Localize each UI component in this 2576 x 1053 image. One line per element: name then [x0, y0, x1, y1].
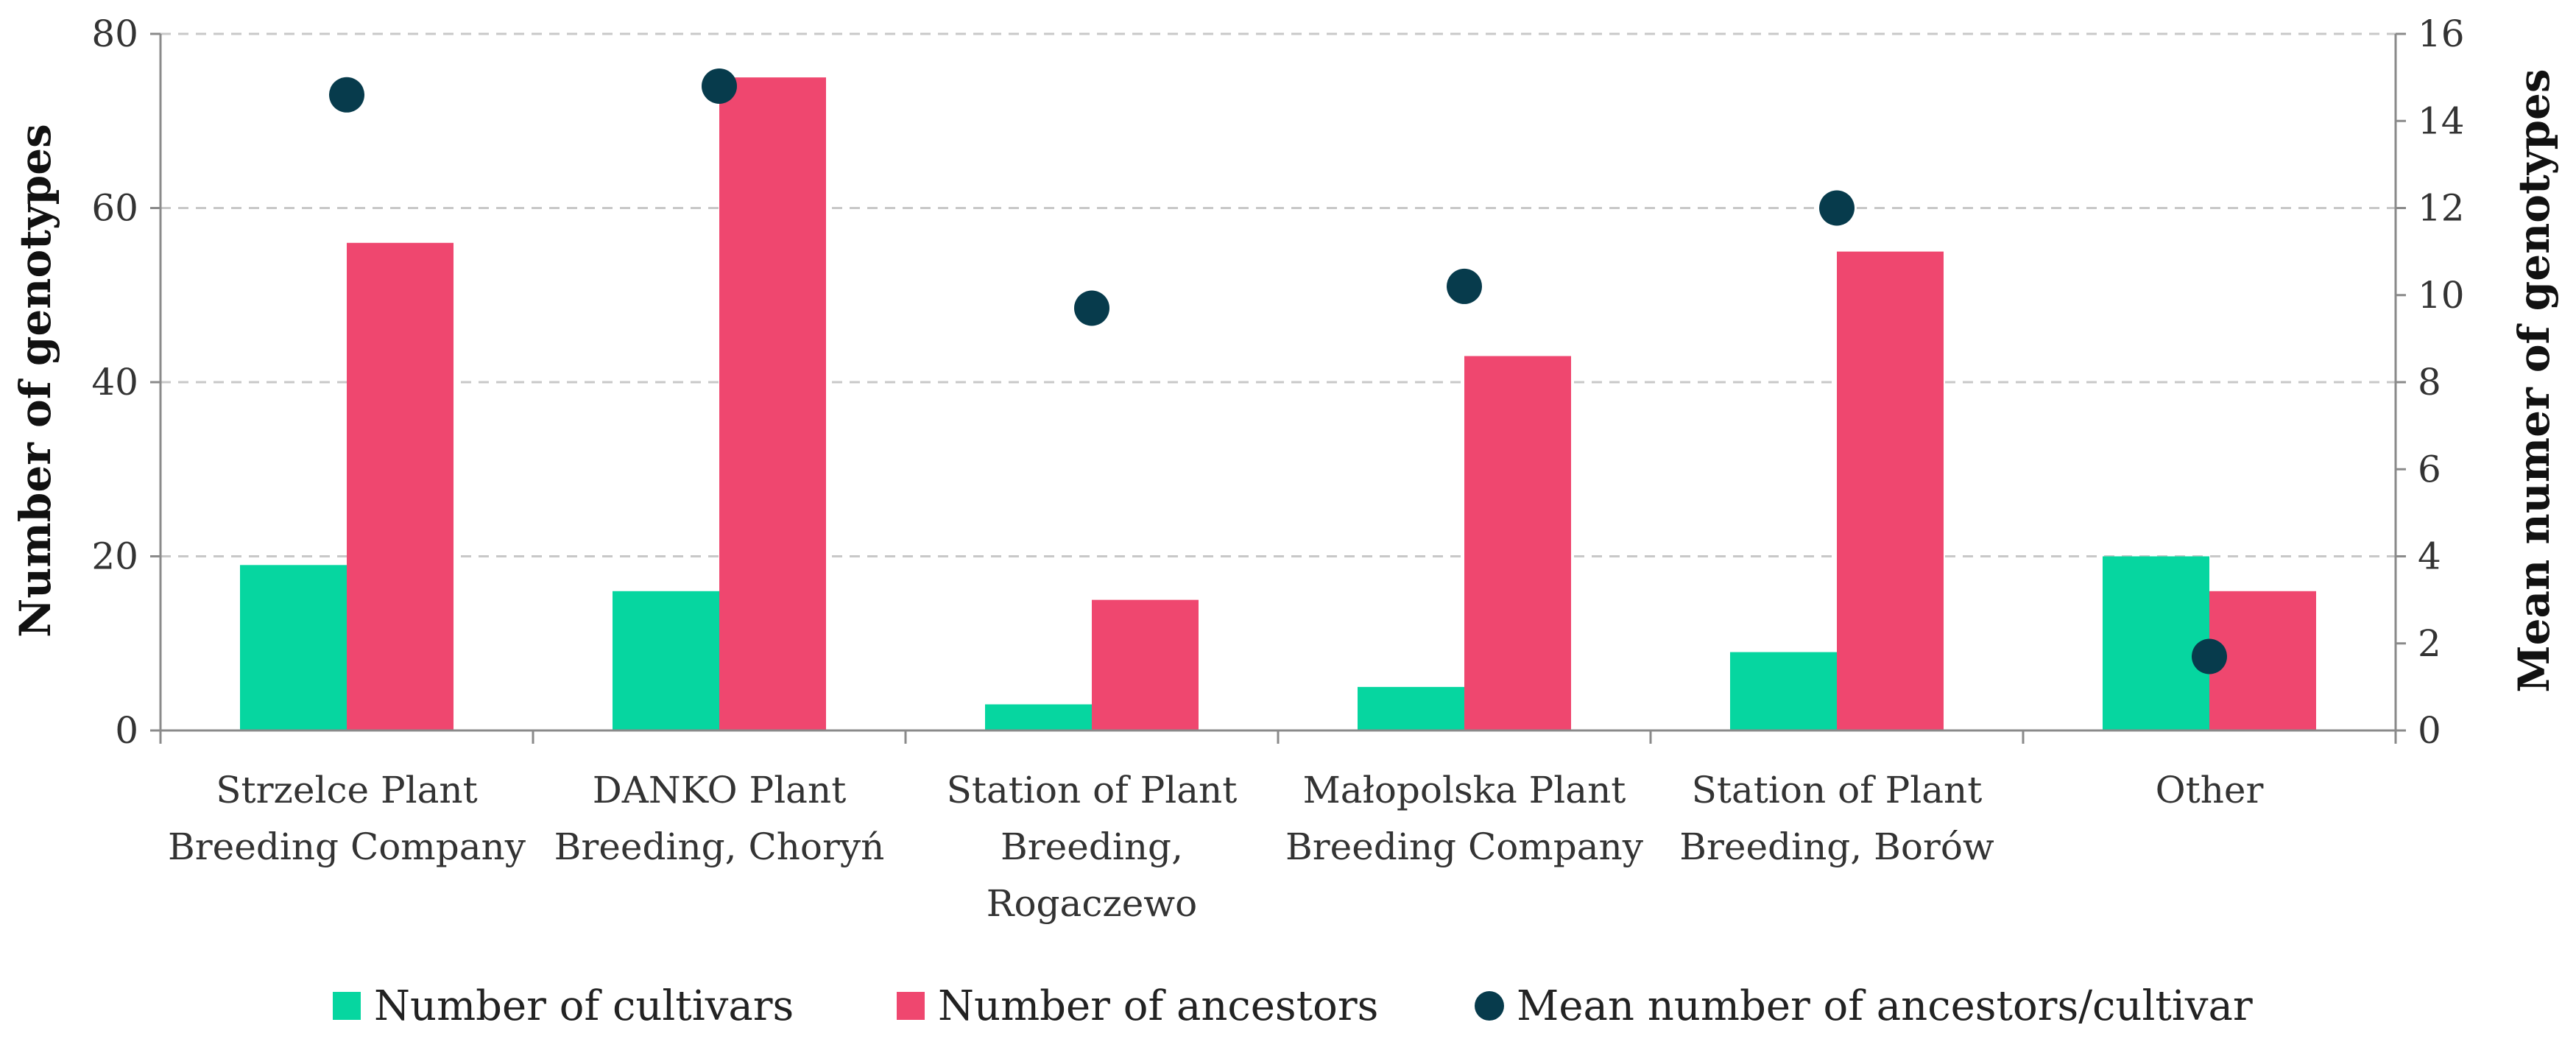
y2-tick-label: 4	[2418, 535, 2441, 578]
y-axis-title: Number of genotypes	[10, 124, 60, 638]
tick-labels: 0 20 40 60 80 0 2 4 6 8 10 12 14 16 Strzelce Plant Bree…	[91, 13, 2464, 925]
x-category-label: Station of Plant Breeding, Rogaczewo	[947, 769, 1238, 925]
bar-ancestors	[1837, 251, 1944, 730]
x-category-label: DANKO Plant Breeding, Choryń	[554, 769, 885, 868]
y2-tick-label: 16	[2418, 13, 2465, 55]
y2-tick-label: 2	[2418, 622, 2441, 665]
x-category-label: Małopolska Plant Breeding Company	[1285, 769, 1644, 868]
y-tick-label: 0	[115, 709, 138, 752]
y-tick-label: 40	[91, 361, 138, 404]
bar-cultivars	[1730, 652, 1837, 730]
bar-ancestors	[1092, 599, 1199, 730]
legend-label: Number of ancestors	[938, 982, 1378, 1030]
legend-swatch	[897, 992, 925, 1020]
legend-marker	[1475, 991, 1504, 1021]
y-tick-label: 60	[91, 187, 138, 230]
legend-label: Mean number of ancestors/cultivar	[1517, 982, 2253, 1030]
x-category-label: Station of Plant Breeding, Borów	[1679, 769, 1994, 868]
bar-cultivars	[240, 565, 347, 730]
mean-point	[1819, 190, 1855, 226]
bar-ancestors	[719, 77, 826, 730]
bar-cultivars	[2103, 556, 2209, 730]
mean-point	[702, 68, 737, 104]
y2-axis-title: Mean numer of genotypes	[2509, 68, 2559, 692]
y2-tick-label: 8	[2418, 361, 2441, 404]
bar-cultivars	[613, 591, 719, 730]
bars	[240, 77, 2316, 730]
bar-ancestors	[1464, 356, 1571, 730]
bar-ancestors	[347, 242, 454, 730]
y2-tick-label: 10	[2418, 274, 2465, 317]
gridlines	[160, 32, 2396, 557]
y2-tick-label: 14	[2418, 99, 2465, 142]
legend-swatch	[333, 992, 361, 1020]
x-category-label: Strzelce Plant Breeding Company	[168, 769, 526, 868]
mean-point	[329, 77, 364, 113]
legend: Number of cultivars Number of ancestors Me…	[333, 982, 2253, 1030]
y2-tick-label: 6	[2418, 448, 2441, 490]
y-tick-label: 20	[91, 535, 138, 578]
bar-cultivars	[1358, 686, 1464, 730]
y-tick-label: 80	[91, 13, 138, 55]
mean-point	[2192, 638, 2227, 675]
axes	[150, 32, 2406, 744]
y2-tick-label: 12	[2418, 187, 2465, 230]
x-category-label: Other	[2156, 769, 2264, 811]
bar-ancestors	[2209, 591, 2316, 730]
y2-tick-label: 0	[2418, 709, 2441, 752]
mean-points	[329, 68, 2227, 675]
bar-cultivars	[985, 704, 1092, 730]
mean-point	[1447, 268, 1482, 304]
legend-label: Number of cultivars	[374, 982, 794, 1030]
mean-point	[1074, 290, 1109, 326]
